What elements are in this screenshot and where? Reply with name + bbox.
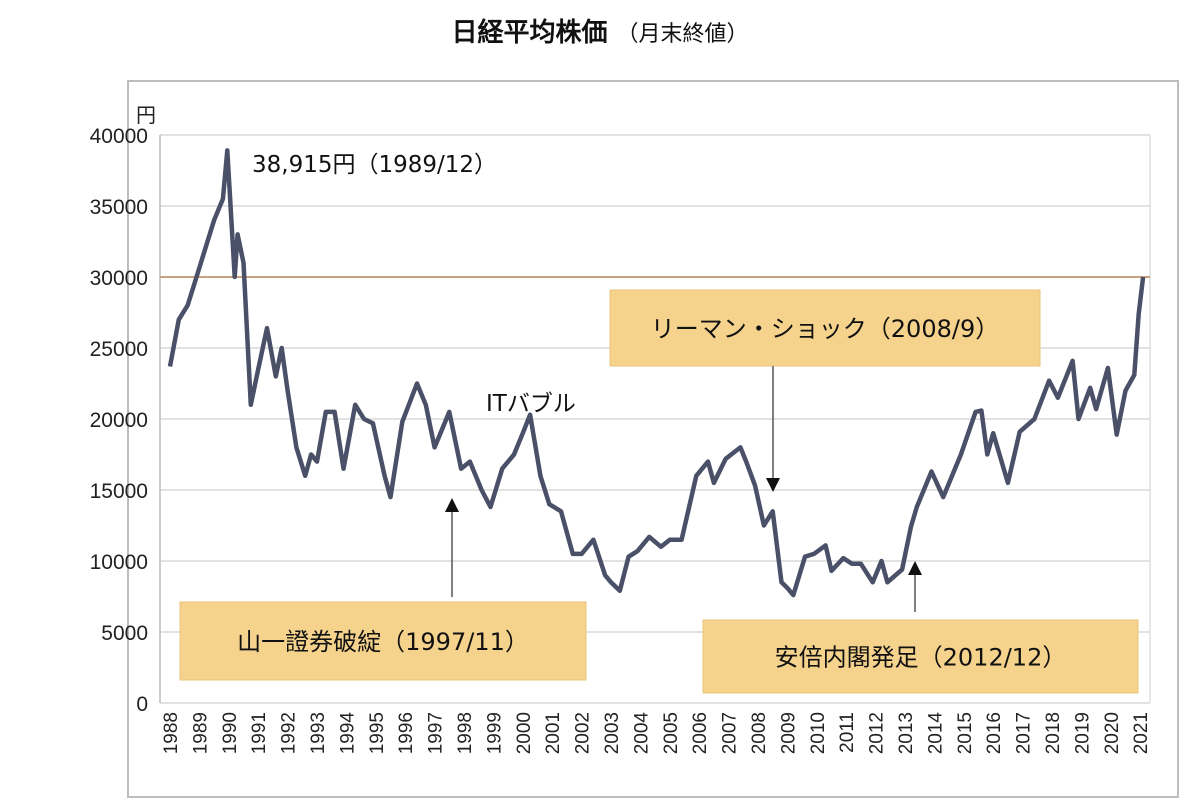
x-tick-label: 1995 <box>367 712 388 754</box>
x-tick-label: 1997 <box>426 712 447 754</box>
callout-abe-box <box>702 619 1139 694</box>
x-tick-label: 2007 <box>720 712 741 754</box>
y-tick-label: 15000 <box>90 480 148 503</box>
x-tick-label: 1991 <box>249 712 270 754</box>
y-tick-label: 35000 <box>90 196 148 219</box>
x-tick-label: 1993 <box>308 712 329 754</box>
chart-frame <box>127 80 1179 798</box>
nikkei-series-line <box>167 148 1146 598</box>
x-tick-label: 2011 <box>837 712 858 753</box>
callout-lehman-box <box>609 289 1041 367</box>
x-tick-label: 2004 <box>631 712 652 755</box>
callout-abe-label: 安倍内閣発足（2012/12） <box>775 644 1067 672</box>
x-tick-label: 1998 <box>455 712 476 754</box>
y-tick-label: 5000 <box>101 622 148 645</box>
x-tick-label: 2006 <box>690 712 711 754</box>
callout-abe-arrow-head <box>908 561 922 575</box>
x-tick-label: 2014 <box>925 712 946 755</box>
callout-lehman-label: リーマン・ショック（2008/9） <box>651 315 999 343</box>
x-tick-label: 2005 <box>661 712 682 754</box>
x-tick-label: 2016 <box>984 712 1005 754</box>
x-tick-label: 2001 <box>543 712 564 754</box>
x-tick-label: 1989 <box>190 712 211 754</box>
callout-yamaichi-box <box>179 601 587 681</box>
chart-title: 日経平均株価 （月末終値） <box>0 12 1200 49</box>
x-tick-label: 2013 <box>896 712 917 754</box>
title-main: 日経平均株価 <box>451 18 608 48</box>
x-tick-label: 2019 <box>1072 712 1093 754</box>
x-tick-label: 2009 <box>778 712 799 754</box>
x-tick-label: 1994 <box>337 712 358 755</box>
x-tick-label: 2008 <box>749 712 770 754</box>
x-tick-label: 1990 <box>220 712 241 754</box>
x-tick-label: 2000 <box>514 712 535 754</box>
y-tick-label: 40000 <box>90 125 148 148</box>
x-tick-label: 1992 <box>279 712 300 754</box>
x-tick-label: 1999 <box>484 712 505 754</box>
x-tick-label: 2002 <box>573 712 594 754</box>
callout-yamaichi-label: 山一證券破綻（1997/11） <box>237 628 529 656</box>
x-tick-label: 2021 <box>1131 712 1152 754</box>
x-tick-label: 2012 <box>867 712 888 754</box>
annotation-peak: 38,915円（1989/12） <box>252 152 497 178</box>
x-tick-label: 1996 <box>396 712 417 754</box>
y-axis-unit: 円 <box>136 103 156 127</box>
y-tick-label: 20000 <box>90 409 148 432</box>
y-tick-label: 0 <box>136 693 148 716</box>
callout-lehman-arrow-head <box>766 478 780 492</box>
x-tick-label: 2003 <box>602 712 623 754</box>
y-tick-label: 30000 <box>90 267 148 290</box>
x-tick-label: 2020 <box>1102 712 1123 754</box>
y-tick-label: 10000 <box>90 551 148 574</box>
x-tick-label: 2018 <box>1043 712 1064 754</box>
x-tick-label: 1988 <box>161 712 182 754</box>
callout-yamaichi-arrow-head <box>445 498 459 512</box>
annotation-it-bubble: ITバブル <box>486 391 576 417</box>
x-tick-label: 2015 <box>955 712 976 754</box>
x-tick-label: 2017 <box>1014 712 1035 754</box>
x-tick-label: 2010 <box>808 712 829 754</box>
y-tick-label: 25000 <box>90 338 148 361</box>
title-subtitle: （月末終値） <box>616 22 749 47</box>
